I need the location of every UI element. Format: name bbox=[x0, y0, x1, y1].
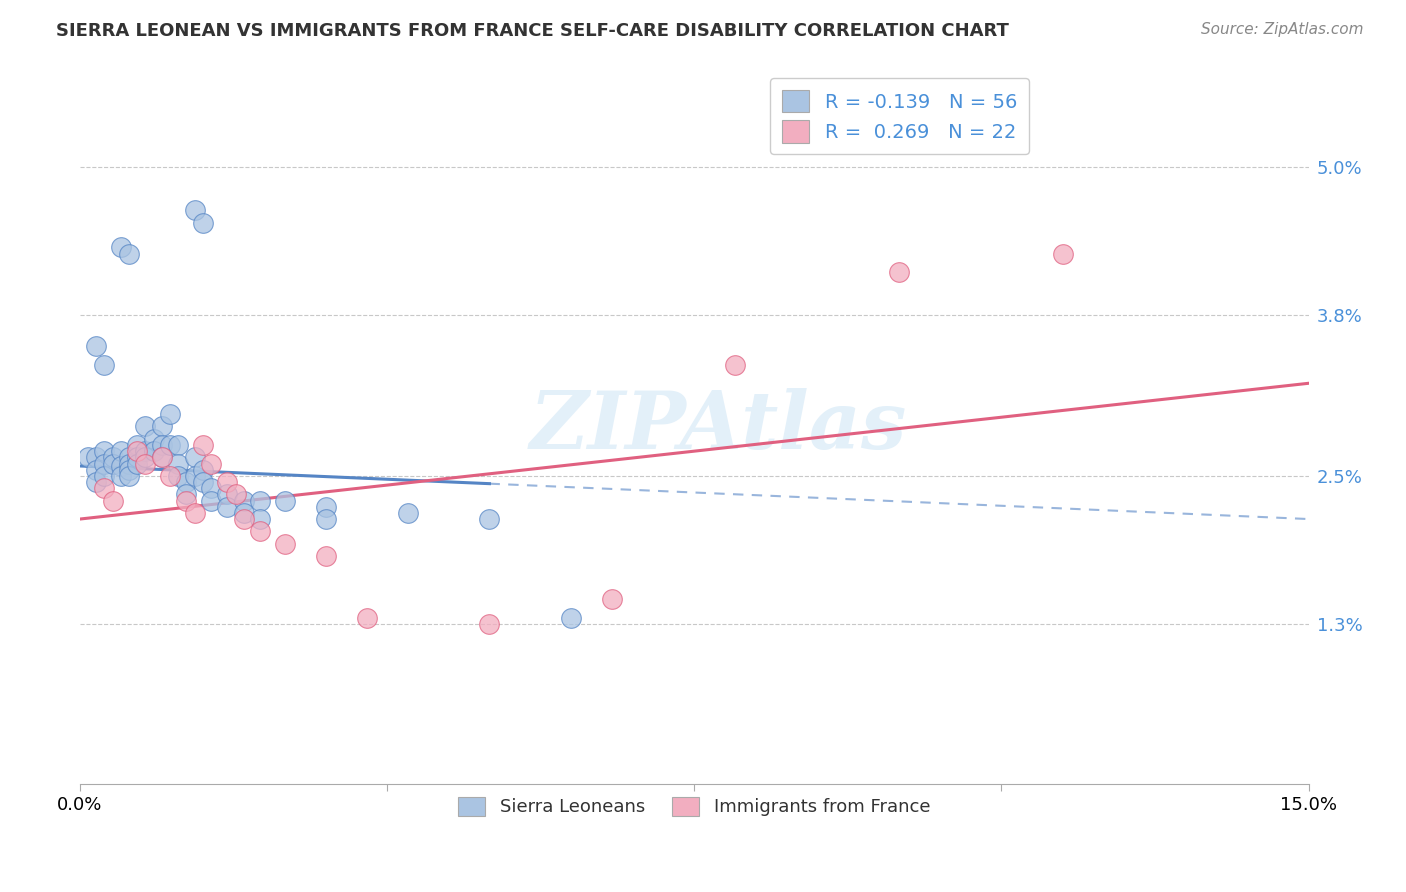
Point bbox=[724, 358, 747, 372]
Point bbox=[127, 457, 149, 471]
Point bbox=[150, 419, 173, 434]
Point bbox=[232, 493, 254, 508]
Point bbox=[93, 358, 115, 372]
Point bbox=[273, 493, 295, 508]
Point bbox=[84, 475, 107, 489]
Point bbox=[1052, 246, 1074, 260]
Point bbox=[84, 463, 107, 477]
Point bbox=[191, 463, 214, 477]
Point bbox=[150, 450, 173, 465]
Point bbox=[93, 481, 115, 495]
Point bbox=[167, 468, 190, 483]
Point bbox=[167, 438, 190, 452]
Point bbox=[110, 240, 132, 254]
Point bbox=[200, 457, 222, 471]
Point bbox=[191, 475, 214, 489]
Point bbox=[118, 246, 141, 260]
Point bbox=[134, 419, 156, 434]
Point bbox=[101, 450, 124, 465]
Point bbox=[159, 468, 181, 483]
Text: ZIPAtlas: ZIPAtlas bbox=[530, 388, 907, 466]
Point bbox=[84, 450, 107, 465]
Point bbox=[134, 457, 156, 471]
Point bbox=[142, 444, 165, 458]
Point bbox=[127, 438, 149, 452]
Point bbox=[217, 475, 239, 489]
Point bbox=[110, 468, 132, 483]
Point bbox=[315, 500, 337, 514]
Point bbox=[183, 468, 205, 483]
Text: SIERRA LEONEAN VS IMMIGRANTS FROM FRANCE SELF-CARE DISABILITY CORRELATION CHART: SIERRA LEONEAN VS IMMIGRANTS FROM FRANCE… bbox=[56, 22, 1010, 40]
Point bbox=[217, 500, 239, 514]
Point bbox=[110, 444, 132, 458]
Point bbox=[159, 438, 181, 452]
Point bbox=[118, 457, 141, 471]
Point bbox=[315, 512, 337, 526]
Point bbox=[356, 611, 378, 625]
Point bbox=[84, 339, 107, 353]
Point bbox=[142, 432, 165, 446]
Point bbox=[77, 450, 100, 465]
Point bbox=[232, 512, 254, 526]
Point bbox=[127, 444, 149, 458]
Point bbox=[93, 444, 115, 458]
Point bbox=[249, 493, 271, 508]
Point bbox=[167, 457, 190, 471]
Point bbox=[396, 506, 419, 520]
Point bbox=[183, 450, 205, 465]
Point bbox=[887, 265, 910, 279]
Point bbox=[602, 592, 624, 607]
Point bbox=[93, 457, 115, 471]
Legend: Sierra Leoneans, Immigrants from France: Sierra Leoneans, Immigrants from France bbox=[450, 789, 939, 825]
Point bbox=[101, 457, 124, 471]
Point bbox=[134, 450, 156, 465]
Point bbox=[127, 450, 149, 465]
Point bbox=[176, 487, 198, 501]
Point bbox=[273, 537, 295, 551]
Point bbox=[200, 481, 222, 495]
Point bbox=[183, 506, 205, 520]
Point bbox=[183, 203, 205, 218]
Point bbox=[191, 216, 214, 230]
Point bbox=[200, 493, 222, 508]
Point bbox=[101, 493, 124, 508]
Point bbox=[150, 438, 173, 452]
Point bbox=[478, 512, 501, 526]
Point bbox=[118, 468, 141, 483]
Point bbox=[134, 444, 156, 458]
Point bbox=[150, 450, 173, 465]
Point bbox=[191, 438, 214, 452]
Point bbox=[249, 512, 271, 526]
Point bbox=[110, 458, 132, 473]
Point bbox=[560, 611, 582, 625]
Point bbox=[478, 617, 501, 632]
Point bbox=[249, 524, 271, 539]
Point bbox=[118, 463, 141, 477]
Text: Source: ZipAtlas.com: Source: ZipAtlas.com bbox=[1201, 22, 1364, 37]
Point bbox=[159, 407, 181, 421]
Point bbox=[176, 475, 198, 489]
Point bbox=[217, 487, 239, 501]
Point bbox=[232, 506, 254, 520]
Point bbox=[93, 468, 115, 483]
Point bbox=[118, 450, 141, 465]
Point bbox=[176, 493, 198, 508]
Point bbox=[225, 487, 247, 501]
Point bbox=[315, 549, 337, 563]
